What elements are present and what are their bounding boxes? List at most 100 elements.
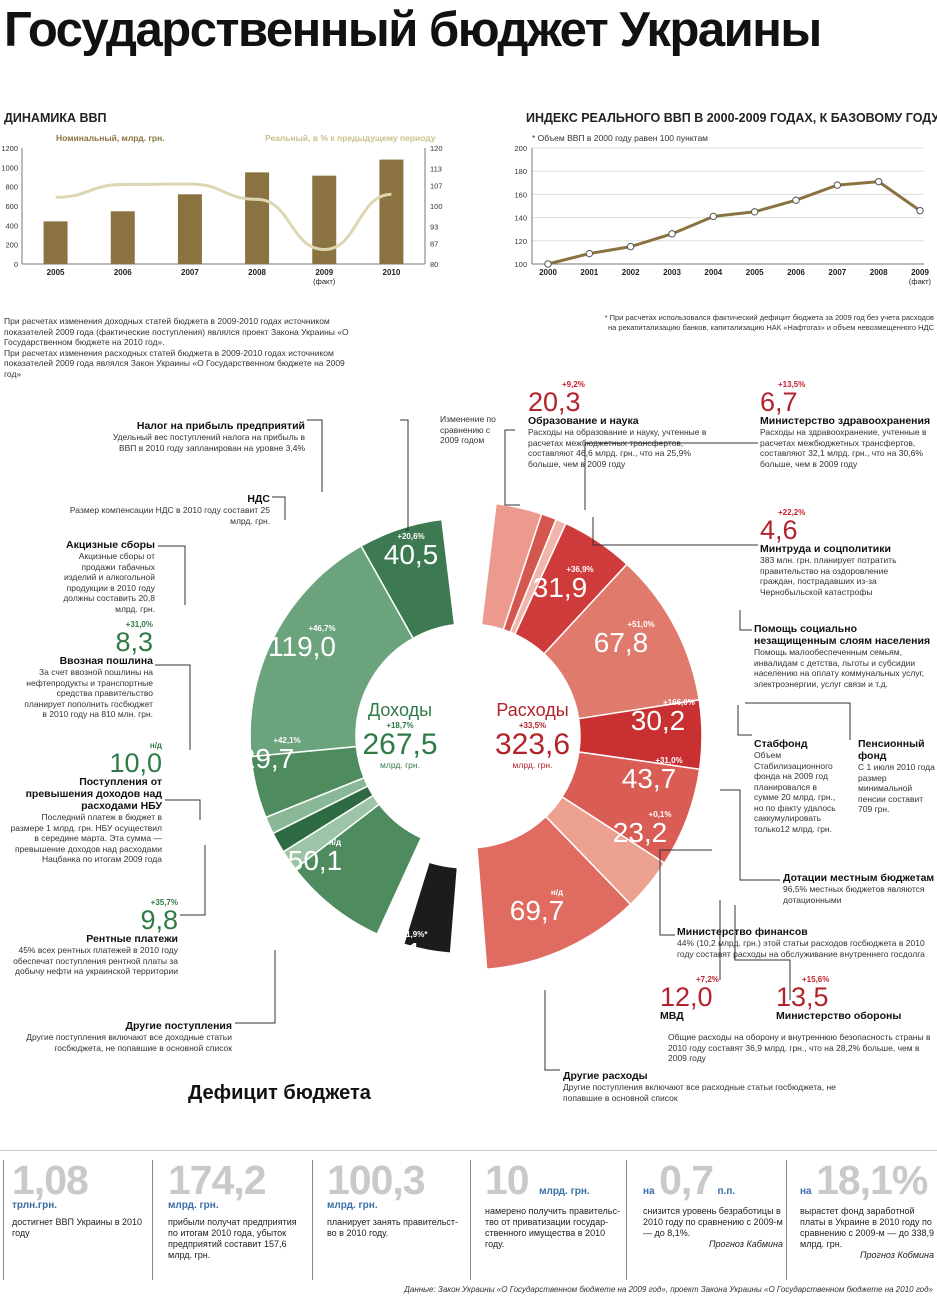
connector-lines [155,419,851,1071]
expense-other: Другие расходы Другие поступления включа… [563,1070,836,1103]
index-point [916,206,924,215]
expense-slice [476,815,632,971]
segment-label-23-2: +0,1% 23,2 [612,810,672,848]
connector-profit-tax [307,419,323,492]
segment-label-deficit: +181,9%* 56,1 [367,930,428,968]
connector-rent [180,845,206,916]
index-xtick: 2007 [828,268,846,277]
expense-health: +13,5% 6,7 Министерство здравоохранения … [760,380,931,469]
connector-edu [504,429,520,506]
gdp-xtick: 2005 [47,268,65,277]
index-xtick: 2005 [746,268,764,277]
gdp-bar [43,221,68,264]
index-ytick: 180 [514,167,527,176]
expense-edu: +9,2% 20,3 Образование и наука Расходы н… [528,380,707,469]
stat-wages: на 18,1% вырастет фонд заработной платы … [800,1157,935,1261]
gdp-ytick-left: 800 [5,183,18,192]
deficit-title: Дефицит бюджета [188,1082,371,1104]
gdp-ytick-left: 600 [5,202,18,211]
income-import: +31,0% 8,3 Ввозная пошлина За счет ввозн… [24,620,153,719]
index-note: * Объем ВВП в 2000 году равен 100 пункта… [532,133,709,143]
connector-defense [734,905,791,1000]
budget-donut [155,419,851,1071]
index-line [547,180,921,266]
data-source: Данные: Закон Украины «О Государственном… [404,1285,933,1294]
index-xtick: 2002 [622,268,640,277]
gdp-chart: 0 200 400 600 800 1000 1200 80 87 93 100 107 113 120 2… [1,144,443,286]
income-other: Другие поступления Другие поступления вк… [26,1020,232,1053]
note-deficit: * При расчетах использовался фактический… [604,313,934,332]
connector-health [584,442,758,510]
index-ytick: 140 [514,214,527,223]
gdp-ytick-left: 1000 [1,163,18,172]
index-ytick: 200 [514,144,527,153]
gdp-ytick-right: 93 [430,222,438,231]
index-ytick: 120 [514,237,527,246]
gdp-right-axis-label: Реальный, в % к предыдущему периоду [265,133,436,143]
gdp-xtick: 2008 [248,268,266,277]
segment-label-40-5: +20,6% 40,5 [383,532,439,570]
connector-nbu [165,799,201,820]
segment-label-31-9: +36,9% 31,9 [532,565,594,603]
connector-labor [592,517,758,546]
expense-local: Дотации местным бюджетам 96,5% местных б… [783,872,935,905]
index-point [626,242,635,251]
expense-defense-text: Общие расходы на оборону и внутреннюю бе… [668,1032,931,1063]
gdp-xtick: 2007 [181,268,199,277]
segment-label-69-7: н/д 69,7 [509,888,565,926]
income-excise: Акцизные сборы Акцизные сборы от продажи… [63,539,155,614]
expense-unit: млрд. грн. [512,760,553,770]
index-xtick-sub: (факт) [909,277,932,286]
index-point [585,249,594,258]
expense-finance: Министерство финансов 44% (10,2 млрд. гр… [677,926,925,959]
connector-other-income [235,950,276,1024]
income-slice [294,803,423,936]
index-xtick: 2003 [663,268,681,277]
expense-defense: +15,6% 13,5 Министерство обороны [776,975,902,1022]
index-chart: 100 120 140 160 180 200 2000 2001 2002 2003 2004 20… [514,144,932,286]
gdp-bar [245,172,270,264]
stat-gdp: 1,08 трлн.грн. достигнет ВВП Украины в 2… [12,1157,142,1239]
expense-title: Расходы [496,700,569,720]
stats-divider [0,1150,937,1151]
index-xtick: 2009 [911,268,929,277]
income-profit-tax: Налог на прибыль предприятий Удельный ве… [112,420,305,453]
gdp-ytick-right: 80 [430,260,438,269]
gdp-left-axis-label: Номинальный, млрд. грн. [56,133,165,143]
gdp-ytick-left: 400 [5,221,18,230]
income-total: 267,5 [362,728,438,761]
gdp-bar [379,159,404,264]
expense-mvd: +7,2% 12,0 МВД [660,975,719,1022]
expense-labor: +22,2% 4,6 Минтруда и соцполитики 383 мл… [760,508,897,597]
expense-change: +33,5% [518,721,547,730]
connector-local [720,789,780,881]
segment-label-43-7: +31,0% 43,7 [621,756,683,794]
stat-privatization: 10 млрд. грн. намерено получить правител… [485,1157,620,1250]
index-point [792,196,800,204]
gdp-xtick: 2006 [114,268,132,277]
segment-label-29-7: +42,1% 29,7 [239,736,301,774]
index-point [833,181,842,189]
income-slice [249,544,415,758]
connector-excise [158,545,186,605]
gdp-ytick-left: 0 [14,260,18,269]
gdp-ytick-right: 107 [430,182,443,191]
connector-other-expense [544,990,560,1071]
segment-label-67-8: +51,0% 67,8 [593,620,655,658]
gdp-bar [110,211,135,264]
gdp-xtick: 2010 [383,268,401,277]
gdp-ytick-left: 1200 [1,144,18,153]
expense-stabfund: Стабфонд Объем Стабилизационного фонда н… [754,738,836,834]
gdp-real-line [55,182,392,252]
index-xtick: 2000 [539,268,557,277]
expense-social: Помощь социально незащищенным слоям насе… [754,623,931,689]
expense-pension: Пенсионный фонд С 1 июля 2010 года разме… [858,738,935,814]
expense-center: Расходы +33,5% 323,6 млрд. грн. [485,700,580,770]
index-ytick: 100 [514,260,527,269]
index-ytick: 160 [514,190,527,199]
index-xtick: 2006 [787,268,805,277]
gdp-xtick-sub: (факт) [313,277,336,286]
index-chart-heading: ИНДЕКС РЕАЛЬНОГО ВВП В 2000-2009 ГОДАХ, … [526,111,937,125]
connector-pension [745,702,851,740]
gdp-ytick-right: 113 [430,164,442,173]
